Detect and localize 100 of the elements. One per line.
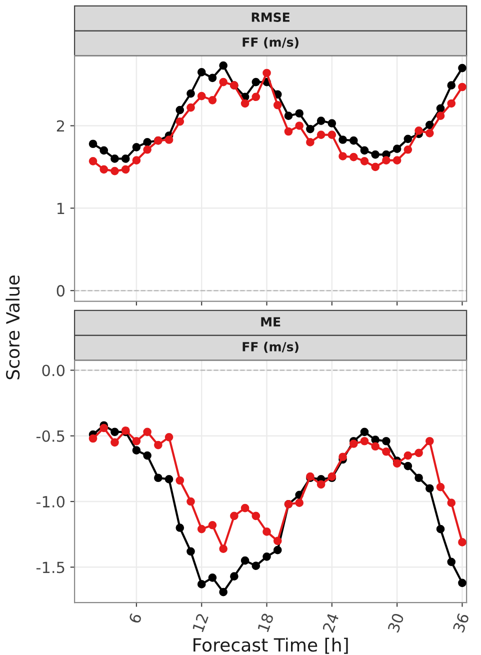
point: [349, 152, 358, 162]
point: [121, 165, 130, 174]
point: [349, 440, 358, 448]
point: [447, 498, 456, 507]
point: [240, 504, 250, 512]
point: [164, 433, 174, 442]
point: [436, 104, 445, 113]
point: [392, 144, 402, 153]
point: [219, 588, 228, 596]
point: [404, 462, 412, 470]
point: [100, 424, 108, 432]
point: [143, 145, 152, 154]
point: [447, 81, 456, 90]
point: [186, 103, 195, 112]
y-tick-label: -1.5: [36, 562, 64, 574]
point: [176, 117, 184, 126]
point: [197, 68, 206, 76]
point: [295, 109, 304, 118]
point: [88, 434, 98, 443]
point: [88, 157, 98, 166]
point: [154, 474, 162, 482]
chart-subtitle: FF (m/s): [242, 37, 298, 48]
point: [208, 96, 217, 104]
point: [121, 154, 130, 163]
y-axis-title: Score Value: [6, 276, 20, 380]
point: [414, 448, 423, 458]
y-tick-label: 0: [56, 285, 65, 297]
point: [414, 474, 423, 482]
point: [392, 459, 402, 468]
point: [425, 120, 434, 130]
point: [262, 528, 271, 536]
y-tick-label: -1.0: [36, 496, 65, 508]
point: [371, 442, 380, 451]
point: [240, 556, 250, 565]
point: [284, 127, 293, 136]
point: [252, 78, 260, 86]
point: [132, 436, 141, 446]
point: [176, 476, 184, 485]
point: [360, 157, 369, 166]
point: [100, 165, 108, 174]
point: [273, 536, 282, 546]
point: [371, 150, 380, 159]
point: [328, 119, 336, 128]
point: [338, 452, 347, 462]
point: [186, 547, 195, 556]
y-tick-label: 0.0: [42, 364, 65, 376]
point: [414, 126, 423, 135]
chart-subtitle: FF (m/s): [242, 342, 298, 353]
point: [382, 436, 390, 446]
point: [110, 166, 119, 176]
point: [371, 162, 380, 172]
point: [208, 74, 217, 82]
point: [404, 145, 412, 154]
point: [458, 82, 466, 92]
point: [100, 146, 108, 155]
point: [240, 99, 250, 108]
chart-title: RMSE: [252, 12, 290, 22]
point: [447, 558, 456, 566]
point: [230, 572, 238, 581]
point: [197, 580, 206, 588]
point: [88, 140, 98, 148]
point: [186, 497, 195, 506]
point: [338, 136, 347, 144]
point: [132, 446, 141, 454]
point: [110, 428, 119, 436]
point: [447, 99, 456, 108]
point: [338, 152, 347, 160]
point: [219, 78, 228, 86]
point: [132, 156, 141, 165]
x-tick-label: 30: [387, 612, 404, 633]
point: [316, 130, 326, 139]
x-axis-title: Forecast Time [h]: [194, 638, 348, 654]
point: [208, 520, 217, 530]
point: [132, 143, 141, 152]
point: [306, 124, 314, 134]
point: [252, 512, 260, 520]
point: [219, 544, 228, 553]
point: [436, 482, 445, 492]
y-tick-label: -0.5: [36, 430, 64, 442]
point: [273, 100, 282, 110]
point: [110, 438, 119, 447]
point: [425, 128, 434, 138]
x-tick-label: 18: [257, 612, 274, 632]
point: [143, 451, 152, 460]
point: [316, 116, 326, 125]
point: [252, 562, 260, 570]
x-tick-label: 6: [128, 612, 142, 624]
point: [458, 64, 466, 72]
point: [360, 146, 369, 155]
point: [425, 436, 434, 446]
point: [176, 524, 184, 532]
point: [186, 89, 195, 98]
point: [230, 512, 238, 520]
point: [197, 92, 206, 100]
point: [404, 451, 412, 460]
chart-title: ME: [261, 317, 280, 326]
point: [284, 112, 293, 120]
point: [252, 92, 260, 102]
point: [273, 546, 282, 554]
y-tick-label: 1: [57, 202, 64, 214]
